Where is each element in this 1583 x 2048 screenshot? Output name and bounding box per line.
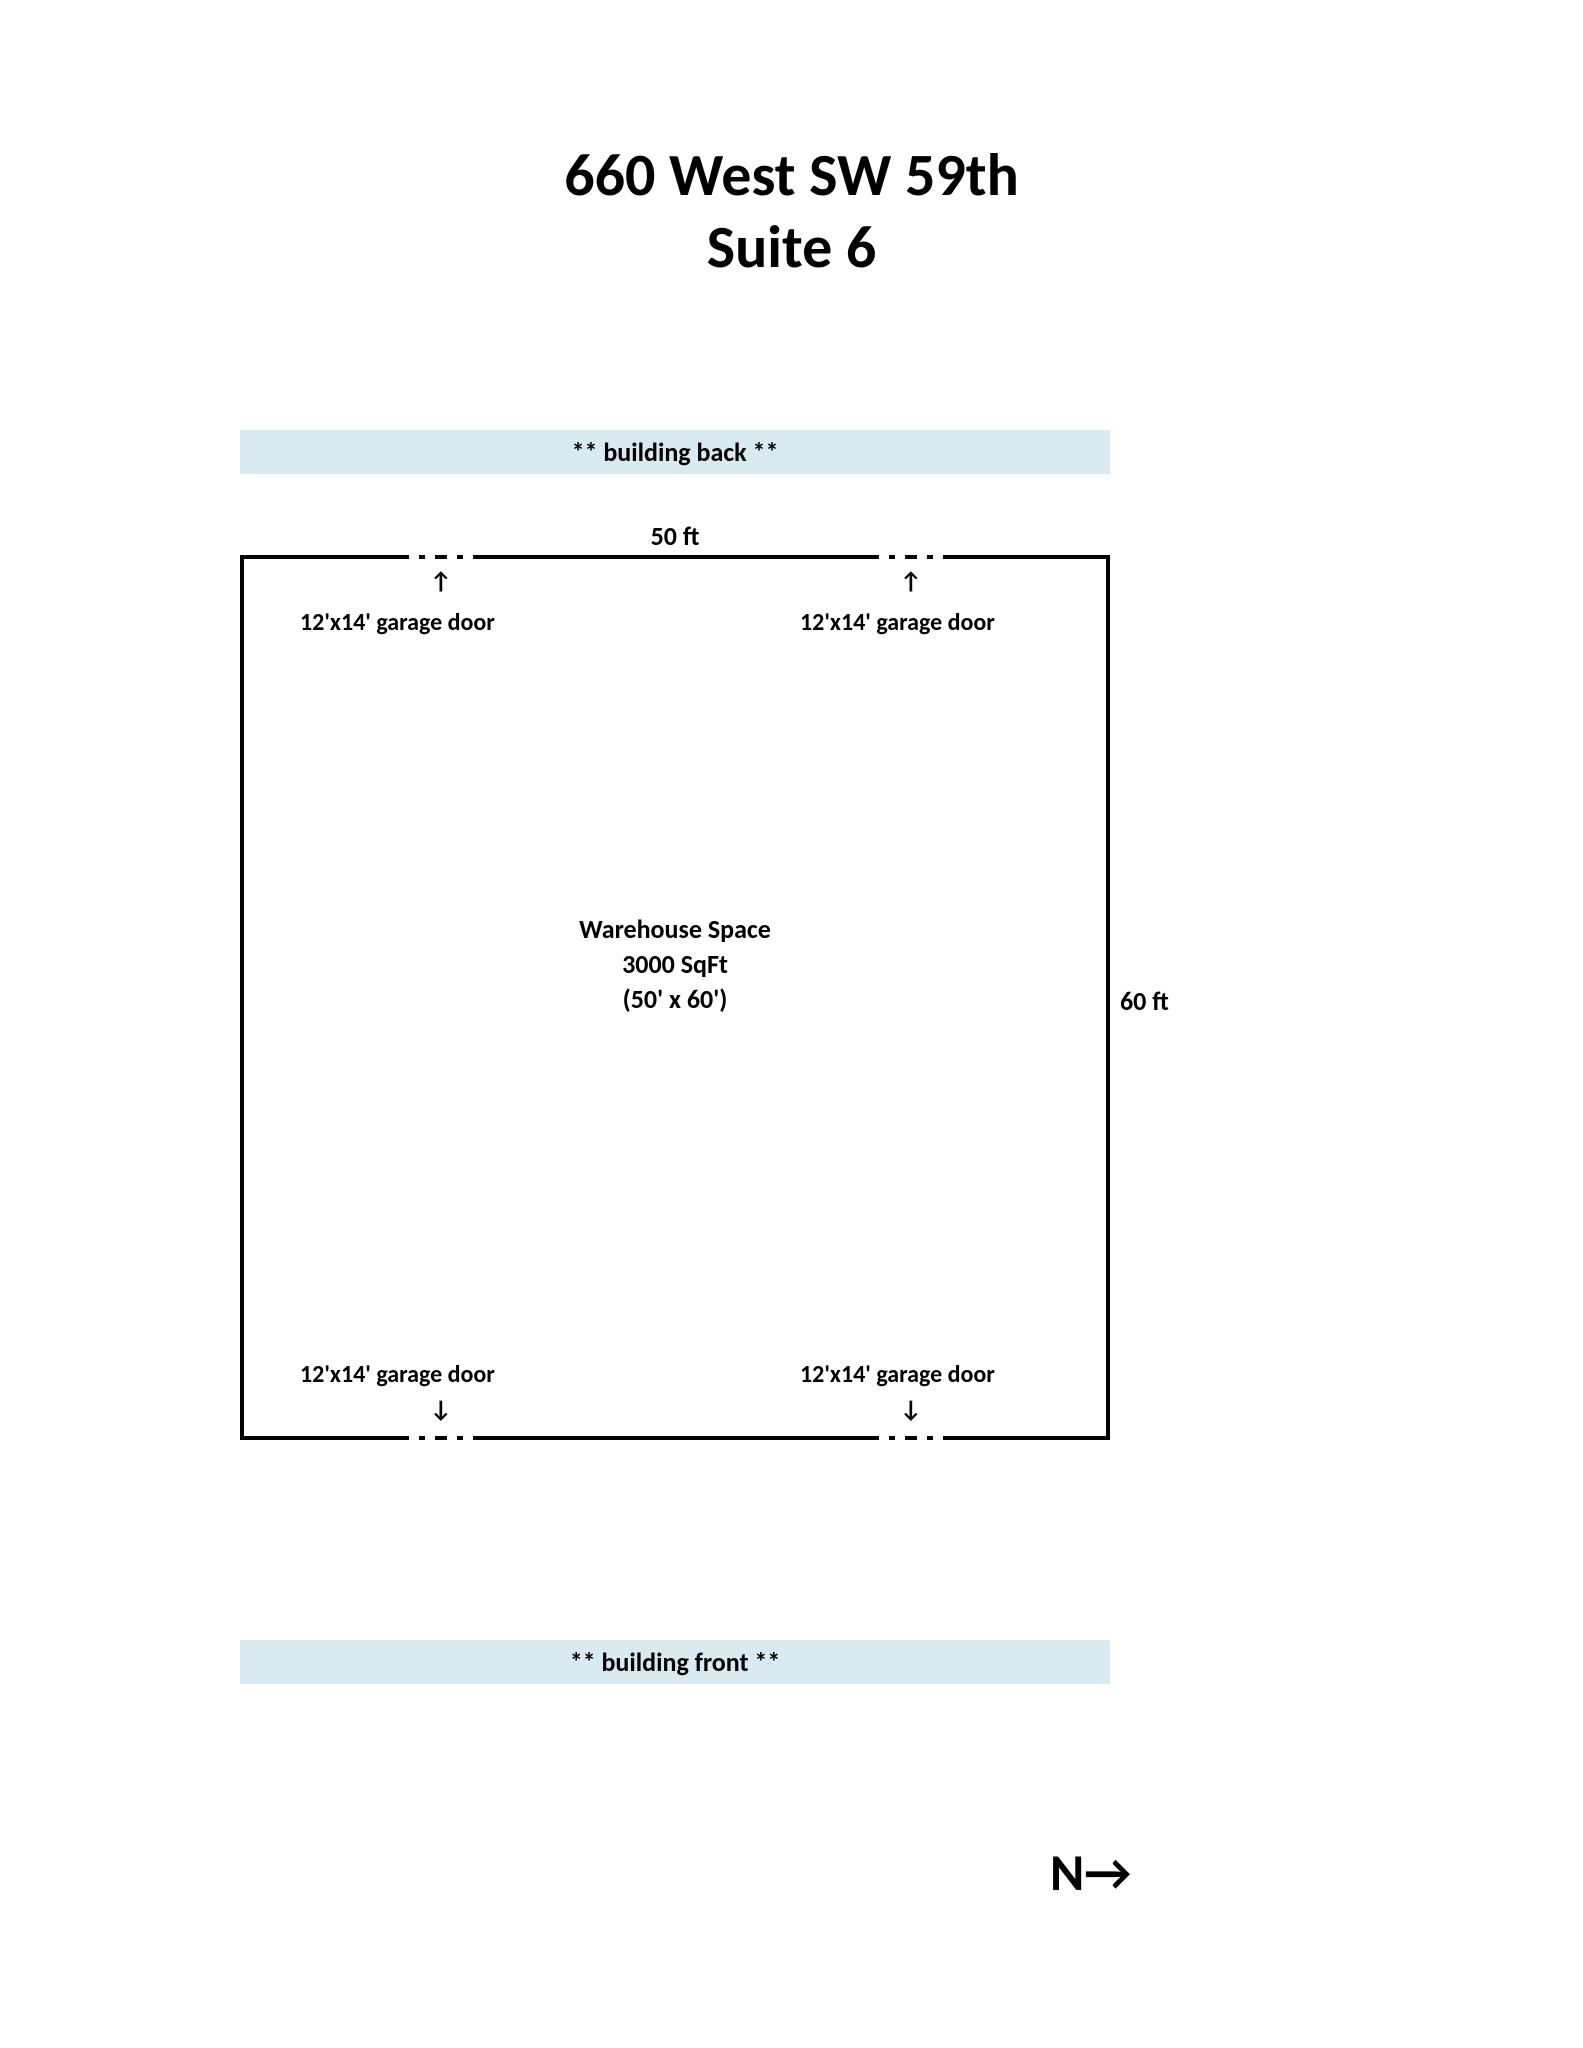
arrow-up-icon: ↑ — [430, 570, 452, 594]
dimension-width-label: 50 ft — [240, 520, 1110, 552]
dimension-height-label: 60 ft — [1120, 985, 1169, 1017]
center-label-line1: Warehouse Space — [240, 912, 1110, 947]
title-line-2: Suite 6 — [0, 212, 1583, 284]
center-label-line2: 3000 SqFt — [240, 947, 1110, 982]
center-label-line3: (50' x 60') — [240, 982, 1110, 1017]
page-title-block: 660 West SW 59th Suite 6 — [0, 0, 1583, 284]
door-label-bottom-right: 12'x14' garage door — [800, 1360, 995, 1389]
warehouse-center-label: Warehouse Space 3000 SqFt (50' x 60') — [240, 912, 1110, 1017]
building-front-band: ** building front ** — [240, 1640, 1110, 1684]
door-label-bottom-left: 12'x14' garage door — [300, 1360, 495, 1389]
title-line-1: 660 West SW 59th — [0, 140, 1583, 212]
arrow-down-icon: ↓ — [900, 1398, 922, 1422]
building-front-label: ** building front ** — [570, 1646, 781, 1678]
building-back-band: ** building back ** — [240, 430, 1110, 474]
door-label-top-left: 12'x14' garage door — [300, 608, 495, 637]
arrow-down-icon: ↓ — [430, 1398, 452, 1422]
door-label-top-right: 12'x14' garage door — [800, 608, 995, 637]
building-back-label: ** building back ** — [572, 436, 779, 468]
arrow-up-icon: ↑ — [900, 570, 922, 594]
north-compass: N→ — [1050, 1840, 1131, 1904]
